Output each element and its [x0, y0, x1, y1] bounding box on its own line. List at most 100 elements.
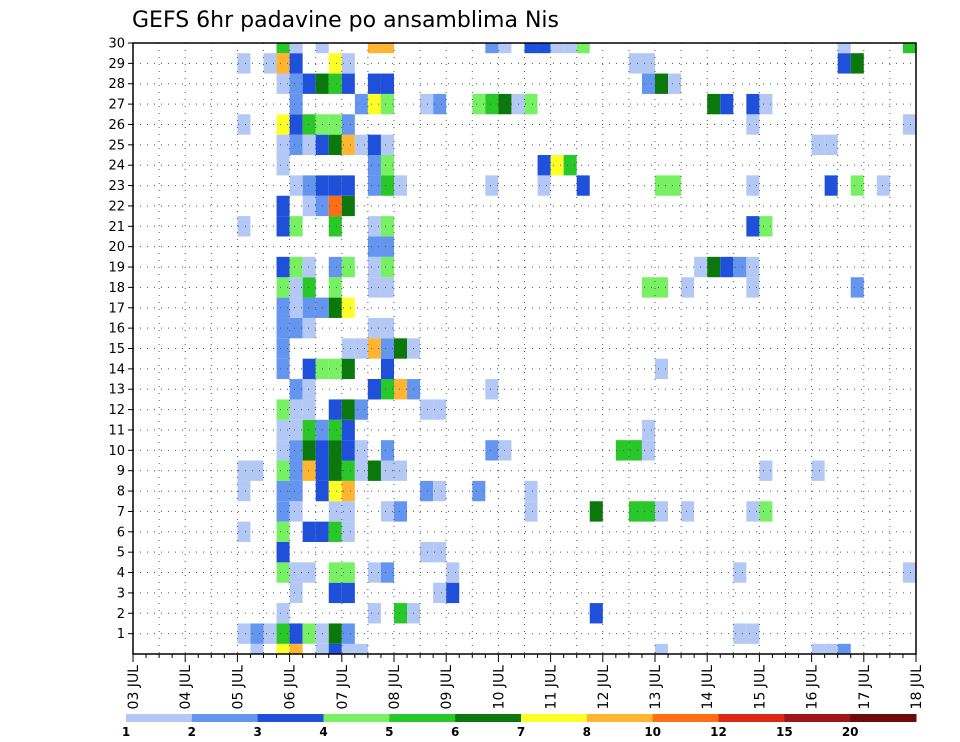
heatmap-cell [655, 501, 669, 522]
heatmap-cell [341, 134, 355, 156]
x-tick-label: 18 JUL [909, 665, 925, 710]
heatmap-cell [641, 419, 655, 441]
legend-label: 12 [710, 725, 727, 739]
heatmap-cell [380, 93, 394, 115]
heatmap-cell [902, 114, 916, 135]
heatmap-cell [289, 317, 303, 339]
heatmap-cell [302, 440, 316, 461]
heatmap-cell [367, 338, 381, 359]
heatmap-cell [328, 582, 342, 604]
heatmap-cell [641, 501, 655, 522]
heatmap-cell [328, 480, 342, 502]
heatmap-cell [250, 460, 264, 481]
heatmap-cell [289, 460, 303, 481]
legend-swatch [191, 714, 259, 722]
heatmap-cell [276, 643, 290, 654]
heatmap-cell [289, 379, 303, 400]
heatmap-cell [524, 93, 538, 115]
heatmap-cell [276, 317, 290, 339]
heatmap-cell [655, 73, 669, 94]
heatmap-cell [746, 93, 760, 115]
heatmap-cell [759, 460, 773, 481]
heatmap-cell [289, 114, 303, 135]
heatmap-cell [328, 419, 342, 441]
heatmap-cell [367, 236, 381, 257]
heatmap-cell [341, 195, 355, 217]
heatmap-cells [237, 43, 916, 654]
legend-label: 6 [451, 725, 459, 739]
heatmap-cell [420, 480, 434, 502]
legend-label: 8 [583, 725, 591, 739]
legend-swatch [586, 714, 654, 722]
heatmap-cell [276, 541, 290, 563]
heatmap-cell [433, 541, 447, 563]
heatmap-cell [276, 440, 290, 461]
heatmap-cell [367, 562, 381, 583]
heatmap-cell [511, 93, 525, 115]
heatmap-cell [367, 256, 381, 278]
heatmap-cell [302, 358, 316, 380]
heatmap-cell [746, 501, 760, 522]
heatmap-cell [289, 562, 303, 583]
heatmap-cell [302, 562, 316, 583]
legend-label: 1 [122, 725, 130, 739]
heatmap-cell [628, 53, 642, 74]
heatmap-cell [276, 73, 290, 94]
heatmap-cell [276, 155, 290, 176]
heatmap-cell [289, 399, 303, 420]
heatmap-cell [289, 297, 303, 318]
heatmap-cell [328, 256, 342, 278]
heatmap-cell [759, 216, 773, 237]
heatmap-cell [733, 256, 747, 278]
heatmap-cell [433, 480, 447, 502]
heatmap-cell [328, 134, 342, 156]
x-tick-label: 12 JUL [596, 665, 612, 710]
heatmap-cell [563, 43, 577, 54]
heatmap-cell [315, 643, 329, 654]
y-tick-label: 21 [108, 220, 125, 235]
heatmap-cell [524, 43, 538, 54]
heatmap-cell [537, 43, 551, 54]
heatmap-cell [276, 562, 290, 583]
heatmap-cell [328, 297, 342, 318]
heatmap-cell [289, 440, 303, 461]
heatmap-cell [380, 277, 394, 298]
heatmap-cell [328, 562, 342, 583]
heatmap-cell [341, 338, 355, 359]
heatmap-cell [302, 623, 316, 644]
heatmap-cell [328, 358, 342, 380]
heatmap-cell [328, 643, 342, 654]
heatmap-cell [485, 43, 499, 54]
legend-swatch [521, 714, 588, 722]
heatmap-cell [433, 399, 447, 420]
x-axis: 03 JUL 04 JUL 05 JUL 06 JUL 07 JUL 08 JUL 09 J… [126, 654, 925, 709]
y-tick-label: 24 [108, 159, 125, 174]
heatmap-cell [341, 440, 355, 461]
heatmap-cell [250, 623, 264, 644]
heatmap-cell [524, 480, 538, 502]
heatmap-cell [302, 73, 316, 94]
heatmap-cell [289, 277, 303, 298]
heatmap-cell [589, 603, 603, 624]
heatmap-cell [289, 419, 303, 441]
heatmap-cell [276, 419, 290, 441]
heatmap-cell [681, 277, 695, 298]
heatmap-cell [302, 419, 316, 441]
y-tick-label: 27 [108, 98, 125, 113]
y-tick-label: 2 [117, 607, 125, 622]
heatmap-cell [302, 256, 316, 278]
heatmap-cell [276, 338, 290, 359]
heatmap-cell [328, 195, 342, 217]
heatmap-cell [902, 562, 916, 583]
heatmap-cell [720, 93, 734, 115]
heatmap-cell [341, 582, 355, 604]
heatmap-cell [850, 53, 864, 74]
y-tick-label: 29 [108, 57, 125, 72]
legend-swatch [718, 714, 785, 722]
y-tick-label: 5 [117, 546, 125, 561]
heatmap-cell [576, 175, 590, 196]
heatmap-cell [341, 73, 355, 94]
heatmap-cell [576, 43, 590, 54]
heatmap-cell [354, 399, 368, 420]
